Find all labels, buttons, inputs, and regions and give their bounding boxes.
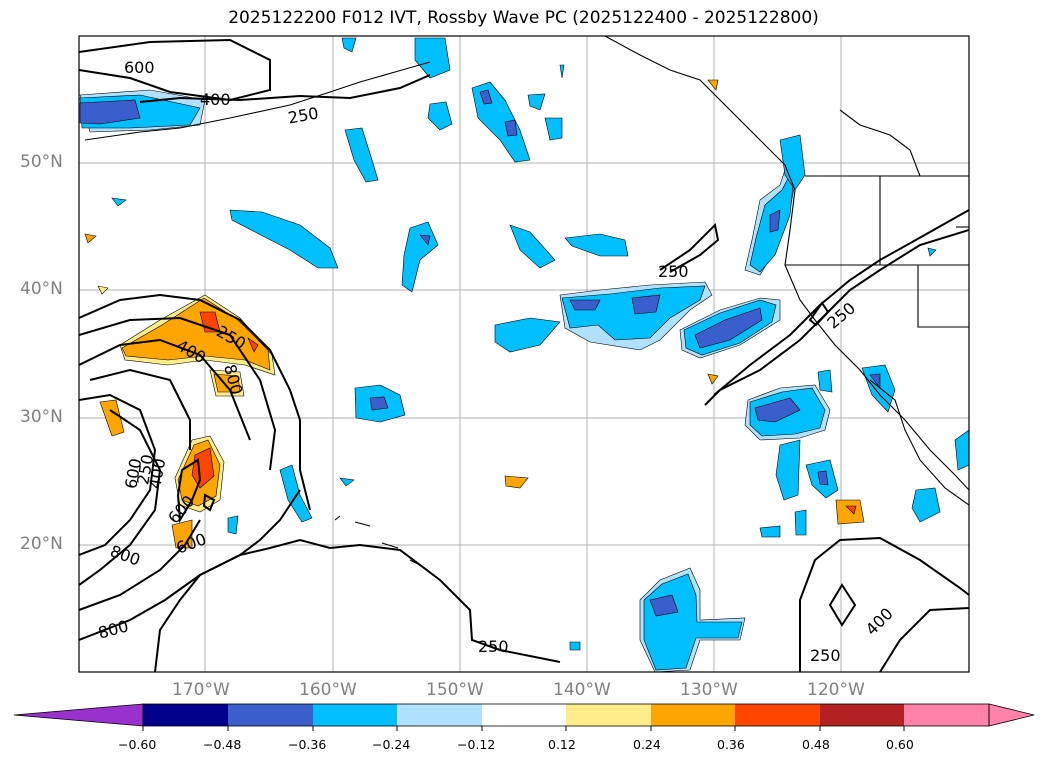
map-frame xyxy=(78,35,970,673)
colorbar-swatch xyxy=(143,704,228,726)
contour-label: 250 xyxy=(478,637,509,656)
colorbar-swatch xyxy=(735,704,820,726)
lon-label: 160°W xyxy=(299,680,357,700)
coastlines xyxy=(84,36,969,566)
colorbar-tick-label: 0.24 xyxy=(633,737,661,752)
lon-label: 130°W xyxy=(680,680,738,700)
colorbar-swatch xyxy=(820,704,904,726)
colorbar-over-extend xyxy=(988,703,1035,727)
colorbar-under-extend xyxy=(13,703,144,727)
lat-label: 30°N xyxy=(20,407,63,427)
colorbar-tick-label: −0.36 xyxy=(288,737,327,752)
colorbar-tick-label: −0.60 xyxy=(118,737,157,752)
lon-label: 150°W xyxy=(426,680,484,700)
lon-label: 140°W xyxy=(553,680,611,700)
colorbar-tick-label: 0.12 xyxy=(548,737,576,752)
lat-label: 50°N xyxy=(20,152,63,172)
map-title: 2025122200 F012 IVT, Rossby Wave PC (202… xyxy=(228,8,819,28)
lat-label: 40°N xyxy=(20,279,63,299)
colorbar-swatch xyxy=(313,704,397,726)
graticule xyxy=(79,36,969,672)
colorbar-swatch xyxy=(904,704,989,726)
colorbar xyxy=(13,703,1035,731)
lat-label: 20°N xyxy=(20,534,63,554)
contour-label: 600 xyxy=(124,58,155,77)
contour-label: 400 xyxy=(200,90,231,109)
contour-lines xyxy=(79,38,969,672)
lon-label: 120°W xyxy=(807,680,865,700)
colorbar-swatch xyxy=(566,704,651,726)
colorbar-swatch xyxy=(397,704,482,726)
colorbar-tick-label: −0.12 xyxy=(457,737,496,752)
colorbar-tick-label: −0.48 xyxy=(203,737,242,752)
colorbar-swatch xyxy=(651,704,735,726)
contour-label: 250 xyxy=(658,262,689,281)
colorbar-swatch xyxy=(228,704,313,726)
colorbar-swatch xyxy=(482,704,566,726)
colorbar-tick-label: −0.24 xyxy=(372,737,411,752)
colorbar-tick-label: 0.36 xyxy=(717,737,745,752)
colorbar-tick-label: 0.60 xyxy=(886,737,914,752)
colorbar-tick-label: 0.48 xyxy=(802,737,830,752)
lon-label: 170°W xyxy=(172,680,230,700)
contour-label: 250 xyxy=(810,646,841,665)
